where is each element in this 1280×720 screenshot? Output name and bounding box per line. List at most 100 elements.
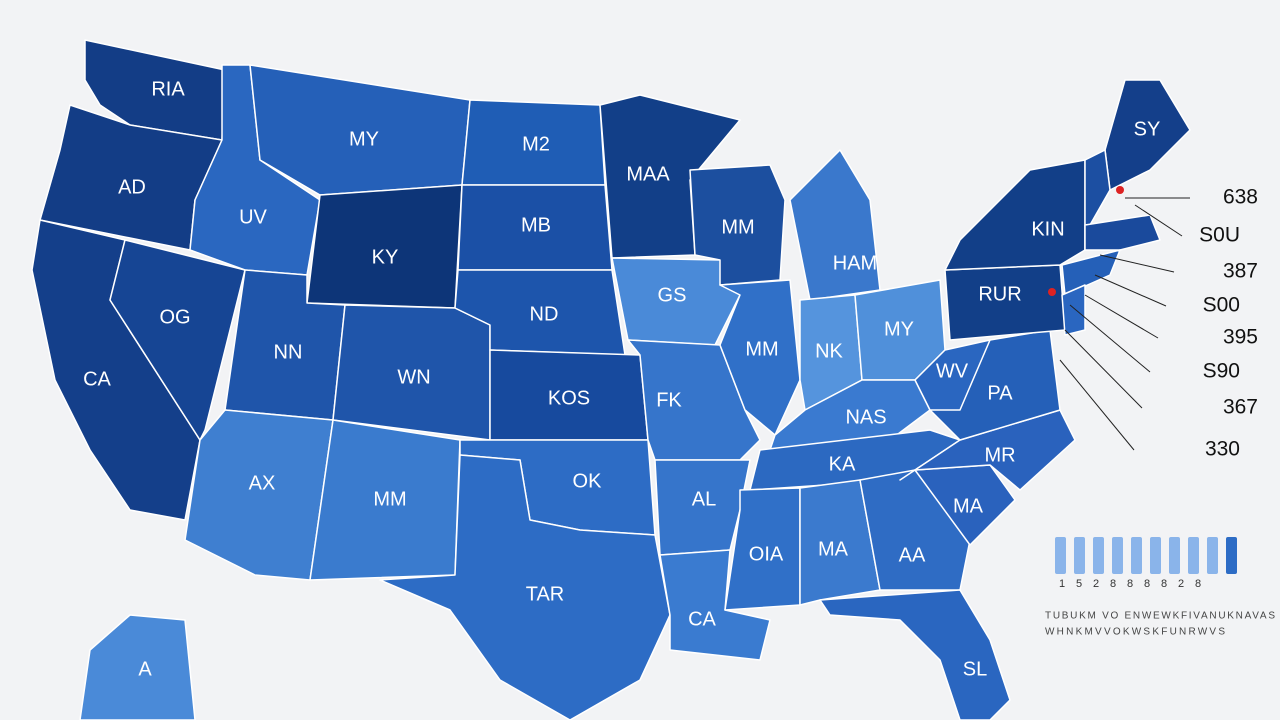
callout-label: 330 [1205,438,1240,461]
state [611,257,741,346]
callouts: 638 S0U 387 S00 395 S90 367 330 [1059,186,1258,461]
state [719,279,801,436]
legend-swatch [1131,537,1142,574]
state-label: CA [688,608,716,630]
state [109,239,246,441]
leader-line [1069,304,1151,373]
state-label: SY [1134,118,1161,140]
legend-tick: 2 [1178,578,1184,590]
state-label: CA [83,368,111,390]
state-label: RIA [151,78,185,100]
legend-tick: 8 [1127,578,1133,590]
state [914,339,991,411]
state [859,469,971,591]
callout-label: 638 [1223,186,1258,209]
state-label: MAA [626,163,670,185]
state [379,454,671,720]
state-label: TAR [526,583,565,605]
state-label: KA [829,453,856,475]
state [659,549,771,661]
state-label: AL [692,488,716,510]
state-label: A [138,658,152,680]
callout-label: 387 [1223,260,1258,283]
leader-line [1094,274,1167,307]
legend-tick: 1 [1059,578,1065,590]
state [944,159,1086,271]
legend-tick: 8 [1195,578,1201,590]
state-label: NK [815,340,843,362]
callout-label: 395 [1223,326,1258,349]
state-label: KOS [548,387,590,409]
state-label: FK [656,389,682,411]
state-label: WN [397,366,430,388]
state-label: AD [118,176,146,198]
states: RIAADCAOGUVMYKYNNWNAXMMM2MBNDKOSOKTARMAA… [31,39,1191,720]
legend-tick: 5 [1076,578,1082,590]
state-label: MY [349,128,379,150]
state-label: OIA [749,543,784,565]
leader-line [1059,359,1135,451]
state-label: OK [573,470,603,492]
legend-note: TUBUKM VO ENWEWKFIVANUKNAVAS [1045,611,1275,622]
legend-swatch [1093,537,1104,574]
legend-swatch [1169,537,1180,574]
state-label: MR [984,444,1015,466]
legend-swatch [1055,537,1066,574]
leader-line [1084,294,1159,339]
legend-swatch [1188,537,1199,574]
legend-swatch [1226,537,1237,574]
state-label: NN [274,341,303,363]
state-label: WV [936,360,969,382]
marker [1116,186,1124,194]
legend-swatch [1207,537,1218,574]
callout-label: S90 [1203,360,1240,383]
legend-swatch [1112,537,1123,574]
new-england-state [1084,214,1161,251]
state-label: MY [884,318,914,340]
leader-line [1099,254,1175,273]
legend-tick: 8 [1144,578,1150,590]
state [724,487,801,611]
callout-label: S0U [1199,224,1240,247]
state-label: KY [372,246,399,268]
state [789,149,881,301]
nj-state [1061,284,1086,336]
state-label: OG [159,306,190,328]
marker [1048,288,1056,296]
legend-tick: 8 [1161,578,1167,590]
callout-label: 367 [1223,396,1258,419]
state-label: MA [818,538,849,560]
legend-swatch [1150,537,1161,574]
state [184,409,334,581]
state-label: MB [521,214,551,236]
state-label: MM [373,488,406,510]
state-label: NAS [845,406,886,428]
legend-tick: 2 [1093,578,1099,590]
leader-line [1134,204,1183,237]
state-label: GS [658,284,687,306]
state-label: AA [899,544,926,566]
callout-label: S00 [1203,294,1240,317]
state-label: MM [721,216,754,238]
state [654,459,751,556]
state-label: MA [953,495,984,517]
state-label: HAM [833,252,877,274]
legend-note: WHNKMVVOKWSKFUNRWVS [1045,627,1225,638]
state-label: PA [987,382,1013,404]
state-label: KIN [1031,218,1064,240]
legend-swatch [1074,537,1085,574]
state-label: MM [745,338,778,360]
state-label: M2 [522,133,550,155]
state [799,479,881,606]
state [819,589,1011,720]
state-label: ND [530,303,559,325]
state-label: SL [963,658,987,680]
legend-tick: 8 [1110,578,1116,590]
state-label: UV [239,206,267,228]
leader-line [1064,329,1143,409]
state-label: AX [249,472,276,494]
state [79,614,196,720]
state-label: RUR [978,283,1021,305]
